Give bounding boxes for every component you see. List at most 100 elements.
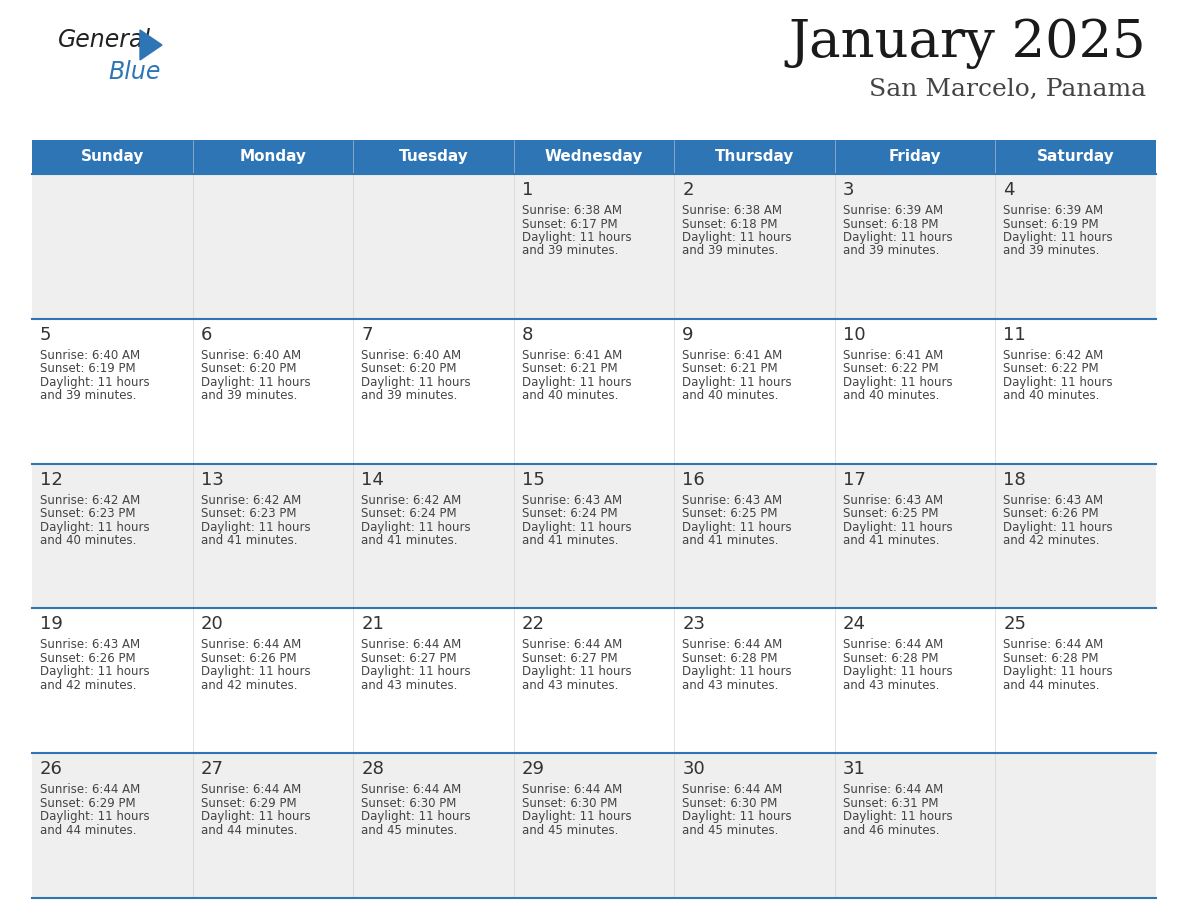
- Text: 18: 18: [1004, 471, 1026, 488]
- Text: Daylight: 11 hours: Daylight: 11 hours: [522, 811, 631, 823]
- Text: Monday: Monday: [239, 150, 307, 164]
- Bar: [835, 140, 996, 174]
- Text: Sunrise: 6:44 AM: Sunrise: 6:44 AM: [40, 783, 140, 796]
- Text: Daylight: 11 hours: Daylight: 11 hours: [522, 666, 631, 678]
- Text: 22: 22: [522, 615, 545, 633]
- Text: Daylight: 11 hours: Daylight: 11 hours: [361, 666, 470, 678]
- Text: and 46 minutes.: and 46 minutes.: [842, 823, 940, 836]
- Text: Sunrise: 6:44 AM: Sunrise: 6:44 AM: [522, 638, 623, 652]
- Text: and 44 minutes.: and 44 minutes.: [40, 823, 137, 836]
- Text: Sunset: 6:28 PM: Sunset: 6:28 PM: [1004, 652, 1099, 665]
- Bar: [675, 140, 835, 174]
- Text: Sunset: 6:17 PM: Sunset: 6:17 PM: [522, 218, 618, 230]
- Text: and 43 minutes.: and 43 minutes.: [682, 679, 778, 692]
- Text: Daylight: 11 hours: Daylight: 11 hours: [40, 375, 150, 389]
- Text: Wednesday: Wednesday: [545, 150, 643, 164]
- Text: 6: 6: [201, 326, 211, 344]
- Text: Daylight: 11 hours: Daylight: 11 hours: [842, 231, 953, 244]
- Text: Sunset: 6:26 PM: Sunset: 6:26 PM: [201, 652, 296, 665]
- Text: Daylight: 11 hours: Daylight: 11 hours: [682, 231, 792, 244]
- Text: Daylight: 11 hours: Daylight: 11 hours: [40, 811, 150, 823]
- Text: Daylight: 11 hours: Daylight: 11 hours: [361, 811, 470, 823]
- Text: 3: 3: [842, 181, 854, 199]
- Text: and 40 minutes.: and 40 minutes.: [522, 389, 618, 402]
- Text: Sunrise: 6:44 AM: Sunrise: 6:44 AM: [1004, 638, 1104, 652]
- Text: Sunrise: 6:42 AM: Sunrise: 6:42 AM: [361, 494, 461, 507]
- Text: Sunrise: 6:44 AM: Sunrise: 6:44 AM: [201, 783, 301, 796]
- Text: Daylight: 11 hours: Daylight: 11 hours: [842, 521, 953, 533]
- Bar: [32, 140, 192, 174]
- Text: Friday: Friday: [889, 150, 941, 164]
- Text: Sunday: Sunday: [81, 150, 144, 164]
- Text: 29: 29: [522, 760, 545, 778]
- Text: and 41 minutes.: and 41 minutes.: [361, 534, 457, 547]
- Text: and 41 minutes.: and 41 minutes.: [201, 534, 297, 547]
- Text: Daylight: 11 hours: Daylight: 11 hours: [361, 521, 470, 533]
- Text: 13: 13: [201, 471, 223, 488]
- Text: Sunset: 6:27 PM: Sunset: 6:27 PM: [522, 652, 618, 665]
- Bar: [32, 464, 1156, 609]
- Text: Sunset: 6:24 PM: Sunset: 6:24 PM: [361, 507, 456, 521]
- Text: Sunset: 6:18 PM: Sunset: 6:18 PM: [842, 218, 939, 230]
- Text: Daylight: 11 hours: Daylight: 11 hours: [1004, 521, 1113, 533]
- Text: Sunset: 6:21 PM: Sunset: 6:21 PM: [682, 363, 778, 375]
- Text: Sunrise: 6:43 AM: Sunrise: 6:43 AM: [1004, 494, 1104, 507]
- Text: and 41 minutes.: and 41 minutes.: [682, 534, 779, 547]
- Text: and 41 minutes.: and 41 minutes.: [522, 534, 618, 547]
- Bar: [32, 609, 1156, 753]
- Text: Sunset: 6:19 PM: Sunset: 6:19 PM: [40, 363, 135, 375]
- Text: Sunset: 6:28 PM: Sunset: 6:28 PM: [842, 652, 939, 665]
- Text: Sunrise: 6:44 AM: Sunrise: 6:44 AM: [842, 783, 943, 796]
- Text: Sunrise: 6:38 AM: Sunrise: 6:38 AM: [522, 204, 621, 217]
- Text: and 43 minutes.: and 43 minutes.: [361, 679, 457, 692]
- Text: and 39 minutes.: and 39 minutes.: [1004, 244, 1100, 258]
- Text: Sunrise: 6:44 AM: Sunrise: 6:44 AM: [361, 638, 461, 652]
- Text: Sunrise: 6:41 AM: Sunrise: 6:41 AM: [682, 349, 783, 362]
- Text: Daylight: 11 hours: Daylight: 11 hours: [1004, 231, 1113, 244]
- Text: Sunrise: 6:39 AM: Sunrise: 6:39 AM: [1004, 204, 1104, 217]
- Text: 26: 26: [40, 760, 63, 778]
- Text: Sunset: 6:29 PM: Sunset: 6:29 PM: [40, 797, 135, 810]
- Text: Sunset: 6:30 PM: Sunset: 6:30 PM: [522, 797, 617, 810]
- Text: and 45 minutes.: and 45 minutes.: [361, 823, 457, 836]
- Text: Tuesday: Tuesday: [398, 150, 468, 164]
- Text: 14: 14: [361, 471, 384, 488]
- Text: and 39 minutes.: and 39 minutes.: [40, 389, 137, 402]
- Text: Sunrise: 6:40 AM: Sunrise: 6:40 AM: [40, 349, 140, 362]
- Text: and 45 minutes.: and 45 minutes.: [682, 823, 778, 836]
- Text: 31: 31: [842, 760, 866, 778]
- Text: Thursday: Thursday: [715, 150, 795, 164]
- Text: Sunset: 6:21 PM: Sunset: 6:21 PM: [522, 363, 618, 375]
- Text: Sunset: 6:31 PM: Sunset: 6:31 PM: [842, 797, 939, 810]
- Text: Daylight: 11 hours: Daylight: 11 hours: [1004, 375, 1113, 389]
- Text: Sunset: 6:23 PM: Sunset: 6:23 PM: [201, 507, 296, 521]
- Text: Daylight: 11 hours: Daylight: 11 hours: [40, 521, 150, 533]
- Text: and 45 minutes.: and 45 minutes.: [522, 823, 618, 836]
- Text: 23: 23: [682, 615, 706, 633]
- Text: 11: 11: [1004, 326, 1026, 344]
- Text: Sunrise: 6:39 AM: Sunrise: 6:39 AM: [842, 204, 943, 217]
- Text: Daylight: 11 hours: Daylight: 11 hours: [201, 666, 310, 678]
- Text: Sunrise: 6:42 AM: Sunrise: 6:42 AM: [201, 494, 301, 507]
- Text: Sunset: 6:27 PM: Sunset: 6:27 PM: [361, 652, 456, 665]
- Text: Sunrise: 6:43 AM: Sunrise: 6:43 AM: [522, 494, 621, 507]
- Text: and 39 minutes.: and 39 minutes.: [361, 389, 457, 402]
- Text: Sunset: 6:26 PM: Sunset: 6:26 PM: [40, 652, 135, 665]
- Bar: [192, 140, 353, 174]
- Text: Daylight: 11 hours: Daylight: 11 hours: [522, 231, 631, 244]
- Text: 28: 28: [361, 760, 384, 778]
- Bar: [353, 140, 513, 174]
- Text: Daylight: 11 hours: Daylight: 11 hours: [1004, 666, 1113, 678]
- Text: Daylight: 11 hours: Daylight: 11 hours: [522, 521, 631, 533]
- Text: Sunset: 6:30 PM: Sunset: 6:30 PM: [682, 797, 778, 810]
- Text: Daylight: 11 hours: Daylight: 11 hours: [361, 375, 470, 389]
- Text: Sunset: 6:23 PM: Sunset: 6:23 PM: [40, 507, 135, 521]
- Text: Sunrise: 6:38 AM: Sunrise: 6:38 AM: [682, 204, 782, 217]
- Text: and 42 minutes.: and 42 minutes.: [201, 679, 297, 692]
- Text: Sunset: 6:26 PM: Sunset: 6:26 PM: [1004, 507, 1099, 521]
- Text: and 39 minutes.: and 39 minutes.: [522, 244, 618, 258]
- Text: and 40 minutes.: and 40 minutes.: [1004, 389, 1100, 402]
- Text: and 44 minutes.: and 44 minutes.: [201, 823, 297, 836]
- Bar: [32, 174, 1156, 319]
- Text: Sunset: 6:28 PM: Sunset: 6:28 PM: [682, 652, 778, 665]
